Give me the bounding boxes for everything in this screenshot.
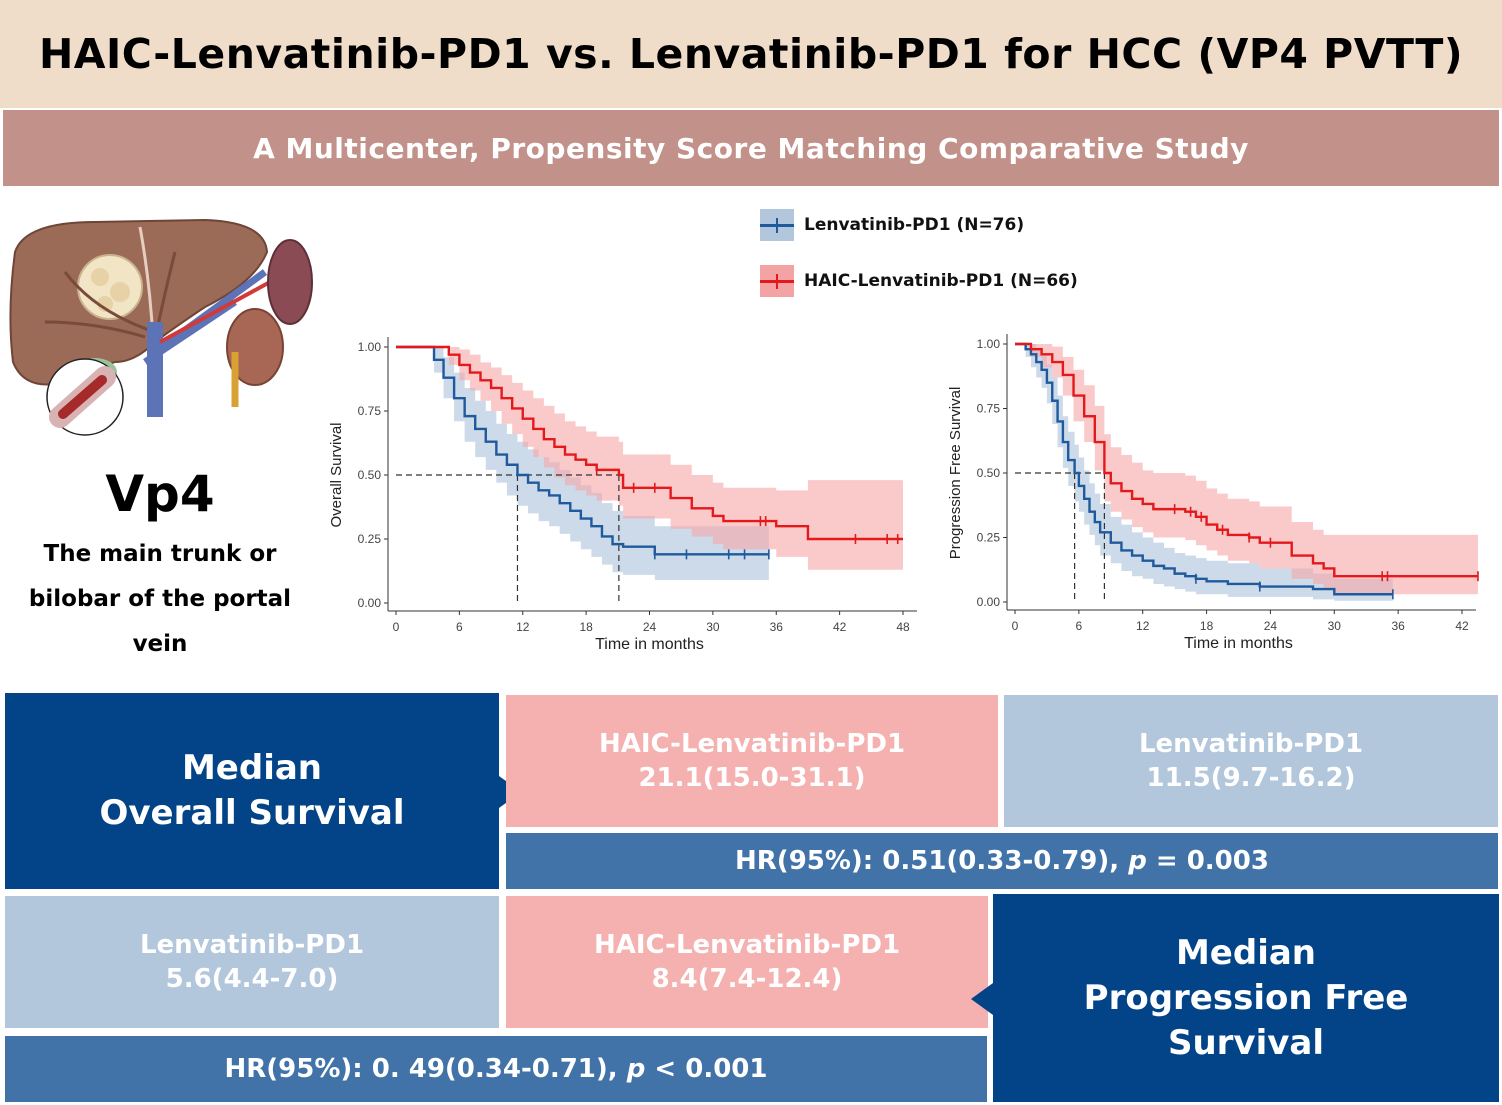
- pfs-x-tick-label: 6: [1076, 619, 1083, 633]
- os-hr-text: HR(95%): 0.51(0.33-0.79),: [735, 846, 1128, 876]
- pfs-y-tick-label: 1.00: [977, 337, 1001, 351]
- os-x-tick-label: 42: [833, 620, 847, 634]
- os-x-axis-label: Time in months: [595, 636, 704, 653]
- pfs-x-tick-label: 18: [1200, 619, 1214, 633]
- median-pfs-label-line: Survival: [1084, 1021, 1409, 1066]
- pfs-y-tick-label: 0.50: [977, 466, 1001, 480]
- pfs-x-axis-label: Time in months: [1184, 635, 1293, 652]
- liver-illustration: [5, 212, 320, 442]
- pfs-len-box: Lenvatinib-PD1 5.6(4.4-7.0): [5, 896, 499, 1028]
- pfs-len-name: Lenvatinib-PD1: [140, 928, 364, 962]
- pfs-hazard-ratio-box: HR(95%): 0. 49(0.34-0.71), p < 0.001: [5, 1036, 987, 1102]
- os-y-tick-label: 0.25: [358, 532, 382, 546]
- pfs-pointer-arrow: [971, 983, 993, 1015]
- os-haic-value: 21.1(15.0-31.1): [599, 761, 905, 795]
- overall-survival-chart: 0.00 0.25 0.50 0.75 1.00 0 6 12 18 24 30 36 42 48 Time…: [305, 325, 925, 665]
- os-y-axis-label: Overall Survival: [328, 422, 345, 527]
- progression-free-survival-chart: 0.00 0.25 0.50 0.75 1.00 0 6 12 18 24 30 36 42 Time i…: [925, 325, 1495, 665]
- legend-label: Lenvatinib-PD1 (N=76): [804, 215, 1024, 235]
- median-pfs-label-box: Median Progression Free Survival: [993, 894, 1499, 1102]
- vp4-description-line: bilobar of the portal: [15, 577, 305, 622]
- pfs-haic-box: HAIC-Lenvatinib-PD1 8.4(7.4-12.4): [506, 896, 988, 1028]
- pfs-x-tick-label: 12: [1136, 619, 1150, 633]
- median-pfs-label-line: Median: [1084, 931, 1409, 976]
- pfs-y-axis-label: Progression Free Survival: [947, 387, 964, 560]
- pfs-x-tick-label: 24: [1264, 619, 1278, 633]
- legend-swatch-blue: [760, 209, 794, 241]
- os-x-tick-label: 36: [770, 620, 784, 634]
- pfs-y-tick-label: 0.75: [977, 402, 1001, 416]
- pfs-ci-band-1: [1015, 344, 1478, 594]
- pfs-haic-value: 8.4(7.4-12.4): [594, 962, 900, 996]
- vp4-description-line: vein: [15, 622, 305, 667]
- os-hr-pvalue: = 0.003: [1147, 846, 1269, 876]
- os-haic-box: HAIC-Lenvatinib-PD1 21.1(15.0-31.1): [506, 695, 998, 827]
- legend-swatch-red: [760, 265, 794, 297]
- pfs-y-tick-label: 0.25: [977, 531, 1001, 545]
- vp4-description: The main trunk or bilobar of the portal …: [15, 532, 305, 667]
- os-x-tick-label: 0: [393, 620, 400, 634]
- os-hazard-ratio-box: HR(95%): 0.51(0.33-0.79), p = 0.003: [506, 833, 1498, 889]
- page-subtitle: A Multicenter, Propensity Score Matching…: [253, 132, 1249, 165]
- pfs-hr-text: HR(95%): 0. 49(0.34-0.71),: [225, 1054, 627, 1084]
- chart-legend: Lenvatinib-PD1 (N=76) HAIC-Lenvatinib-PD…: [760, 208, 1078, 298]
- os-x-tick-label: 30: [706, 620, 720, 634]
- subtitle-banner: A Multicenter, Propensity Score Matching…: [3, 110, 1499, 186]
- median-pfs-label-line: Progression Free: [1084, 976, 1409, 1021]
- os-x-tick-label: 18: [579, 620, 593, 634]
- os-x-tick-label: 12: [516, 620, 530, 634]
- legend-item-lenvatinib: Lenvatinib-PD1 (N=76): [760, 208, 1078, 242]
- vp4-title: Vp4: [40, 465, 280, 523]
- pfs-haic-name: HAIC-Lenvatinib-PD1: [594, 928, 900, 962]
- os-len-box: Lenvatinib-PD1 11.5(9.7-16.2): [1004, 695, 1498, 827]
- pfs-x-tick-label: 36: [1391, 619, 1405, 633]
- os-x-tick-label: 6: [456, 620, 463, 634]
- pfs-x-tick-label: 42: [1455, 619, 1469, 633]
- os-haic-name: HAIC-Lenvatinib-PD1: [599, 727, 905, 761]
- pfs-x-tick-label: 0: [1012, 619, 1019, 633]
- os-len-value: 11.5(9.7-16.2): [1139, 761, 1363, 795]
- os-y-tick-label: 0.75: [358, 404, 382, 418]
- pfs-y-tick-label: 0.00: [977, 595, 1001, 609]
- os-y-tick-label: 1.00: [358, 340, 382, 354]
- legend-label: HAIC-Lenvatinib-PD1 (N=66): [804, 271, 1078, 291]
- pfs-x-tick-label: 30: [1328, 619, 1342, 633]
- pfs-hr-pvalue: < 0.001: [645, 1054, 767, 1084]
- title-banner: HAIC-Lenvatinib-PD1 vs. Lenvatinib-PD1 f…: [0, 0, 1502, 108]
- pfs-len-value: 5.6(4.4-7.0): [140, 962, 364, 996]
- pfs-hr-p: p: [627, 1054, 646, 1084]
- median-os-label-line: Median: [99, 746, 404, 791]
- vp4-description-line: The main trunk or: [15, 532, 305, 577]
- median-os-label-box: Median Overall Survival: [5, 693, 499, 889]
- os-len-name: Lenvatinib-PD1: [1139, 727, 1363, 761]
- legend-item-haic: HAIC-Lenvatinib-PD1 (N=66): [760, 264, 1078, 298]
- os-y-tick-label: 0.50: [358, 468, 382, 482]
- os-hr-p: p: [1128, 846, 1147, 876]
- page-title: HAIC-Lenvatinib-PD1 vs. Lenvatinib-PD1 f…: [39, 30, 1463, 78]
- median-os-label-line: Overall Survival: [99, 791, 404, 836]
- os-x-tick-label: 48: [896, 620, 910, 634]
- os-y-tick-label: 0.00: [358, 596, 382, 610]
- os-x-tick-label: 24: [643, 620, 657, 634]
